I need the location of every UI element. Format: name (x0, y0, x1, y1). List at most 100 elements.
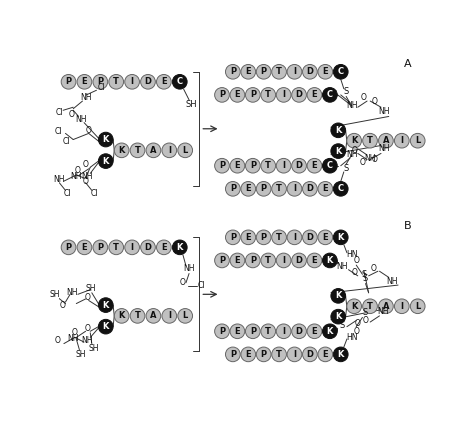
Text: T: T (276, 184, 282, 193)
Text: E: E (82, 243, 87, 252)
Text: I: I (131, 77, 134, 86)
Circle shape (410, 133, 425, 148)
Text: T: T (265, 91, 271, 99)
Text: Cl: Cl (91, 189, 98, 198)
Text: P: P (219, 256, 225, 265)
Text: D: D (296, 327, 302, 336)
Circle shape (215, 324, 229, 339)
Text: S: S (340, 320, 345, 330)
Text: NH: NH (81, 94, 92, 102)
Text: E: E (311, 256, 317, 265)
Text: NH: NH (378, 108, 390, 116)
Text: I: I (131, 243, 134, 252)
Text: SH: SH (85, 283, 95, 293)
Circle shape (162, 309, 177, 323)
Text: O: O (84, 324, 90, 333)
Circle shape (114, 309, 129, 323)
Text: O: O (359, 158, 365, 167)
Circle shape (287, 347, 302, 362)
Text: K: K (335, 126, 341, 135)
Circle shape (246, 88, 260, 102)
Circle shape (230, 88, 245, 102)
Text: D: D (145, 243, 152, 252)
Text: NH: NH (365, 153, 376, 162)
Circle shape (302, 230, 317, 245)
Circle shape (114, 143, 129, 158)
Circle shape (226, 65, 240, 79)
Text: T: T (276, 233, 282, 242)
Text: P: P (261, 67, 267, 76)
Text: D: D (306, 184, 313, 193)
Circle shape (99, 319, 113, 334)
Text: K: K (351, 136, 357, 145)
Text: O: O (69, 110, 75, 119)
Text: K: K (335, 292, 341, 300)
Circle shape (261, 253, 275, 268)
Text: NH: NH (54, 175, 65, 184)
Circle shape (173, 74, 187, 89)
Text: T: T (276, 350, 282, 359)
Text: E: E (322, 233, 328, 242)
Text: K: K (102, 135, 109, 144)
Text: T: T (276, 67, 282, 76)
Text: O: O (60, 300, 65, 309)
Text: E: E (235, 256, 240, 265)
Text: HN: HN (346, 333, 357, 342)
Text: K: K (118, 312, 125, 320)
Circle shape (347, 299, 362, 314)
Text: NH: NH (378, 144, 390, 153)
Text: P: P (250, 327, 256, 336)
Text: S: S (344, 87, 349, 96)
Text: I: I (168, 146, 171, 155)
Text: E: E (161, 243, 167, 252)
Text: D: D (145, 77, 152, 86)
Circle shape (276, 324, 291, 339)
Text: K: K (102, 156, 109, 166)
Text: E: E (246, 184, 251, 193)
Text: T: T (135, 312, 140, 320)
Circle shape (322, 159, 337, 173)
Circle shape (230, 324, 245, 339)
Circle shape (307, 324, 322, 339)
Text: K: K (335, 312, 341, 321)
Text: P: P (250, 161, 256, 170)
Text: I: I (293, 184, 296, 193)
Circle shape (331, 123, 346, 138)
Circle shape (241, 181, 255, 196)
Text: P: P (250, 256, 256, 265)
Circle shape (146, 309, 161, 323)
Circle shape (256, 181, 271, 196)
Text: T: T (265, 256, 271, 265)
Text: E: E (322, 67, 328, 76)
Text: P: P (65, 77, 72, 86)
Text: D: D (306, 67, 313, 76)
Text: SH: SH (186, 100, 197, 109)
Circle shape (322, 253, 337, 268)
Text: SH: SH (49, 290, 60, 299)
Circle shape (272, 347, 286, 362)
Text: S: S (331, 161, 337, 170)
Circle shape (215, 88, 229, 102)
Text: I: I (401, 302, 403, 311)
Text: A: A (383, 136, 389, 145)
Text: NH: NH (377, 307, 388, 316)
Text: T: T (113, 243, 119, 252)
Text: I: I (168, 312, 171, 320)
Text: P: P (97, 243, 103, 252)
Text: T: T (135, 146, 140, 155)
Circle shape (256, 65, 271, 79)
Text: NH: NH (71, 172, 82, 181)
Circle shape (363, 299, 377, 314)
Text: T: T (367, 136, 373, 145)
Circle shape (302, 65, 317, 79)
Text: Cl: Cl (198, 281, 205, 290)
Text: A: A (150, 146, 157, 155)
Text: K: K (118, 146, 125, 155)
Circle shape (287, 181, 302, 196)
Text: Cl: Cl (63, 189, 71, 198)
Text: K: K (327, 256, 333, 265)
Text: A: A (150, 312, 157, 320)
Circle shape (272, 65, 286, 79)
Text: O: O (82, 177, 89, 186)
Circle shape (226, 230, 240, 245)
